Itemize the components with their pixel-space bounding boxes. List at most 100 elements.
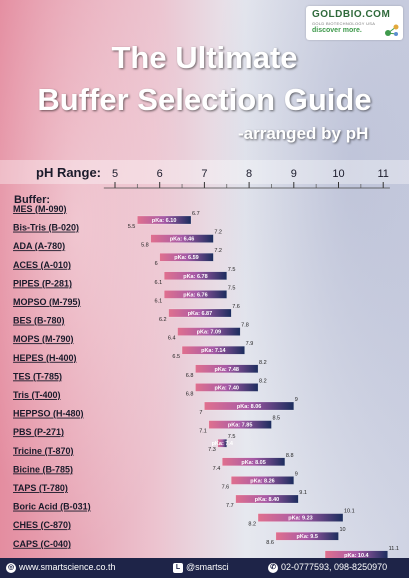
subtitle: -arranged by pH <box>238 124 369 143</box>
buffer-range-bar <box>217 439 227 448</box>
background-glassware-image <box>0 0 190 560</box>
pka-label: pKa: 7.85 <box>228 423 252 429</box>
range-low-label: 7.7 <box>226 503 234 509</box>
pka-label: pKa: 8.40 <box>255 497 279 503</box>
tick-label: 7 <box>201 168 207 180</box>
buffer-range-bar <box>163 290 227 299</box>
footer-line[interactable]: L @smartsci <box>173 562 229 573</box>
buffer-range-bar <box>204 401 294 411</box>
tick-label: 6 <box>157 168 163 180</box>
range-low-label: 6.2 <box>159 317 167 323</box>
range-high-label: 10 <box>340 527 346 533</box>
range-low-label: 8.2 <box>248 522 256 528</box>
buffer-name[interactable]: MES (M-090) <box>13 204 67 214</box>
pka-label: pKa: 6.46 <box>170 237 194 243</box>
range-low-label: 7.3 <box>208 447 216 453</box>
footer-bar: ◎ www.smartscience.co.th L @smartsci ✆ 02-0… <box>0 558 409 578</box>
buffer-name[interactable]: MOPS (M-790) <box>13 334 74 344</box>
pka-label: pKa: 6.78 <box>183 274 207 280</box>
pka-label: pKa: 7.14 <box>201 348 226 354</box>
background-lab-image <box>209 0 409 560</box>
buffer-name[interactable]: TES (T-785) <box>13 371 62 381</box>
goldbio-logo[interactable]: GOLDBIO.COM GOLD BIOTECHNOLOGY USA disco… <box>306 6 403 40</box>
range-high-label: 7.2 <box>214 230 222 236</box>
tick-label: 11 <box>377 168 388 180</box>
buffer-range-bar <box>235 494 299 504</box>
range-high-label: 7.2 <box>214 248 222 254</box>
range-high-label: 9 <box>295 397 298 403</box>
pka-label: pKa: 8.26 <box>250 478 274 484</box>
range-high-label: 7.9 <box>246 341 254 347</box>
pka-label: pKa: 6.76 <box>183 292 207 298</box>
axis-band <box>0 160 409 184</box>
range-low-label: 6.1 <box>155 298 163 304</box>
range-low-label: 7.6 <box>222 484 230 490</box>
title-line-2: Buffer Selection Guide <box>37 82 372 117</box>
buffer-name[interactable]: PIPES (P-281) <box>13 278 72 288</box>
buffer-range-bar <box>257 513 344 522</box>
buffer-header: Buffer: <box>14 194 50 206</box>
range-high-label: 8.2 <box>259 360 267 366</box>
buffer-name[interactable]: MOPSO (M-795) <box>13 297 81 307</box>
buffer-name[interactable]: HEPES (H-400) <box>13 353 77 363</box>
pka-label: pKa: 6.10 <box>152 218 176 224</box>
pka-label: pKa: 7.4 <box>212 441 234 447</box>
buffer-name[interactable]: Tris (T-400) <box>13 390 61 400</box>
buffer-name[interactable]: BES (B-780) <box>13 316 65 326</box>
pka-label: pKa: 8.06 <box>237 404 261 410</box>
logo-subtext: GOLD BIOTECHNOLOGY USA <box>312 21 376 26</box>
buffer-range-bar <box>222 457 286 466</box>
footer-website[interactable]: ◎ www.smartscience.co.th <box>6 562 116 573</box>
range-high-label: 7.5 <box>228 285 236 291</box>
range-high-label: 9.1 <box>299 490 307 496</box>
axis-label: pH Range: <box>36 165 101 180</box>
buffer-range-bar <box>137 215 192 225</box>
buffer-name[interactable]: Bicine (B-785) <box>13 464 73 474</box>
buffer-name[interactable]: CAPS (C-040) <box>13 539 71 549</box>
range-low-label: 7.4 <box>213 466 221 472</box>
buffer-name[interactable]: Boric Acid (B-031) <box>13 502 91 512</box>
range-low-label: 6.8 <box>186 391 194 397</box>
footer-phone[interactable]: ✆ 02-0777593, 098-8250970 <box>268 562 387 573</box>
range-high-label: 6.7 <box>192 211 200 217</box>
buffer-range-bar <box>208 420 272 429</box>
range-high-label: 11.1 <box>389 546 399 552</box>
range-high-label: 7.8 <box>241 323 249 329</box>
range-low-label: 5.5 <box>128 224 136 230</box>
buffer-name[interactable]: Bis-Tris (B-020) <box>13 223 79 233</box>
buffer-range-bar <box>150 234 214 243</box>
range-low-label: 6.5 <box>172 354 180 360</box>
pka-label: pKa: 9.5 <box>297 534 318 540</box>
buffer-range-bar <box>275 532 339 541</box>
buffer-name[interactable]: ACES (A-010) <box>13 260 71 270</box>
buffer-name[interactable]: TAPS (T-780) <box>13 483 68 493</box>
buffer-name[interactable]: ADA (A-780) <box>13 241 65 251</box>
pka-label: pKa: 8.05 <box>241 460 265 466</box>
pka-label: pKa: 10.4 <box>344 553 369 558</box>
buffer-name[interactable]: PBS (P-271) <box>13 427 64 437</box>
range-high-label: 10.1 <box>344 509 355 515</box>
buffer-range-bar <box>177 327 241 336</box>
website-text: www.smartscience.co.th <box>19 562 116 572</box>
tick-label: 5 <box>112 168 118 180</box>
line-id-text: @smartsci <box>186 562 229 572</box>
buffer-range-bar <box>159 252 214 262</box>
pka-label: pKa: 7.40 <box>215 385 239 391</box>
globe-icon: ◎ <box>6 562 16 573</box>
range-low-label: 5.8 <box>141 243 149 249</box>
range-low-label: 8.6 <box>266 540 274 546</box>
pka-label: pKa: 7.09 <box>197 330 221 336</box>
phone-icon: ✆ <box>268 562 278 573</box>
range-low-label: 6.1 <box>155 280 163 286</box>
pka-label: pKa: 6.59 <box>174 255 198 261</box>
buffer-name[interactable]: Tricine (T-870) <box>13 446 74 456</box>
line-app-icon: L <box>173 562 183 573</box>
tick-label: 9 <box>291 168 297 180</box>
buffer-range-bar <box>324 550 388 558</box>
buffer-name[interactable]: HEPPSO (H-480) <box>13 409 84 419</box>
logo-brand: GOLDBIO.COM <box>312 9 391 20</box>
buffer-name[interactable]: CHES (C-870) <box>13 520 71 530</box>
buffer-range-bar <box>181 346 245 355</box>
pka-label: pKa: 6.87 <box>188 311 212 317</box>
